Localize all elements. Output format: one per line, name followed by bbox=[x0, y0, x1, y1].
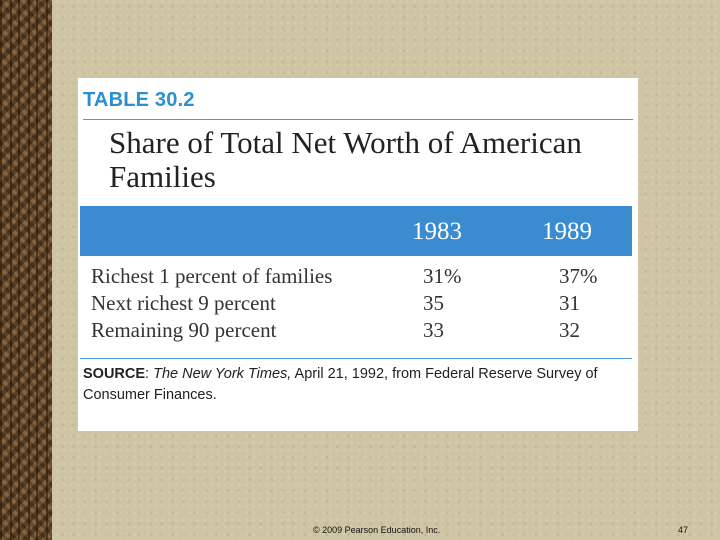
column-header-band bbox=[80, 206, 632, 256]
side-strip-pattern bbox=[0, 0, 52, 540]
table-label: TABLE 30.2 bbox=[83, 89, 195, 111]
page-number: 47 bbox=[678, 525, 689, 535]
table-row: Remaining 90 percent 33 32 bbox=[91, 318, 628, 345]
cell-1983: 31% bbox=[423, 264, 462, 288]
source-publication: The New York Times, bbox=[153, 366, 292, 382]
table-row: Richest 1 percent of families 31% 37% bbox=[91, 264, 628, 291]
row-label: Remaining 90 percent bbox=[91, 318, 277, 342]
row-label: Richest 1 percent of families bbox=[91, 264, 333, 288]
decorative-side-strip bbox=[0, 0, 52, 540]
table-row: Next richest 9 percent 35 31 bbox=[91, 291, 628, 318]
column-header-1989: 1989 bbox=[542, 218, 592, 245]
top-divider bbox=[83, 119, 633, 120]
bottom-divider bbox=[80, 358, 632, 359]
row-label: Next richest 9 percent bbox=[91, 291, 276, 315]
table-figure: TABLE 30.2 Share of Total Net Worth of A… bbox=[78, 78, 638, 431]
source-label: SOURCE bbox=[83, 366, 146, 382]
cell-1983: 35 bbox=[423, 291, 444, 315]
source-note: SOURCE: The New York Times, April 21, 19… bbox=[83, 366, 598, 403]
cell-1983: 33 bbox=[423, 318, 444, 342]
source-text: April 21, 1992, from Federal Reserve Sur… bbox=[83, 366, 598, 403]
table-title: Share of Total Net Worth of American Fam… bbox=[109, 125, 582, 194]
column-header-1983: 1983 bbox=[412, 218, 462, 245]
cell-1989: 37% bbox=[559, 264, 598, 288]
cell-1989: 31 bbox=[559, 291, 580, 315]
cell-1989: 32 bbox=[559, 318, 580, 342]
copyright-footer: © 2009 Pearson Education, Inc. bbox=[313, 525, 441, 535]
